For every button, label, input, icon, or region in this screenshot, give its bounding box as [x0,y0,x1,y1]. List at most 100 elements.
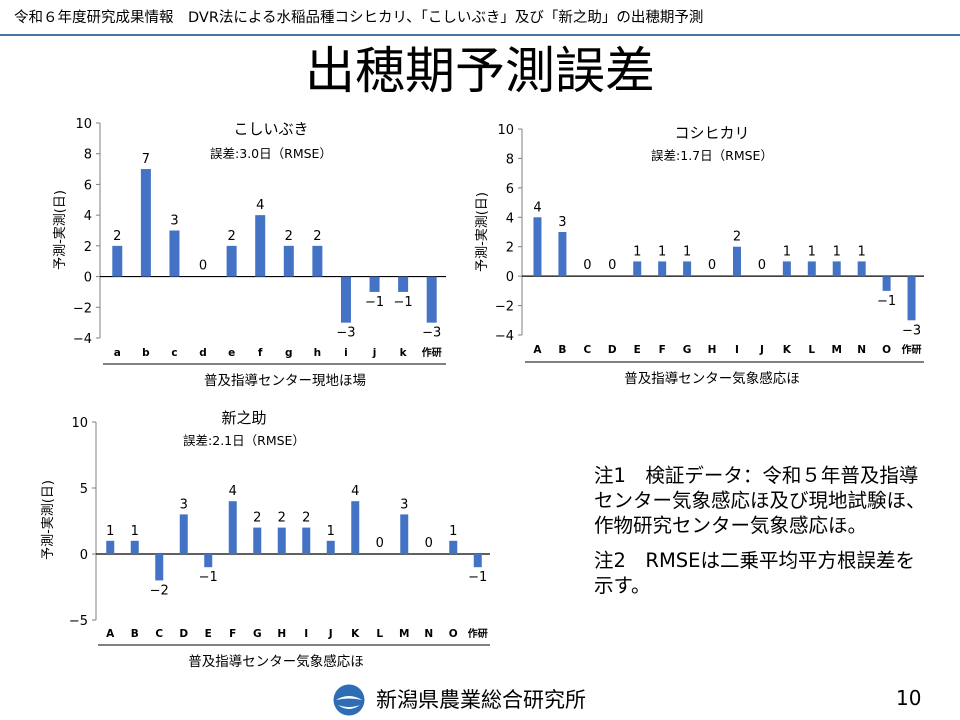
bar [782,261,791,277]
y-tick-label: 0 [506,270,514,285]
bar [351,501,360,554]
category-label: h [314,347,321,359]
category-label: 作研 [902,343,922,356]
category-label: L [808,344,815,356]
category-label: D [608,344,617,356]
data-label: 3 [558,215,566,230]
data-label: −3 [422,326,441,341]
y-tick-label: 10 [75,117,92,132]
data-label: −2 [150,583,169,598]
data-label: 0 [708,258,716,273]
category-label: O [449,628,458,640]
y-axis-label: 予測-実測(日) [474,192,490,272]
data-label: −1 [468,570,487,585]
page-title: 出穂期予測誤差 [305,42,655,100]
category-label: I [304,628,308,640]
data-label: −3 [336,326,355,341]
category-label: C [583,344,591,356]
data-label: 1 [327,524,335,539]
data-label: −1 [394,295,413,310]
category-label: K [351,628,360,640]
bar [857,261,866,277]
data-label: 3 [180,497,188,512]
category-label: K [783,344,792,356]
category-label: M [399,628,409,640]
y-tick-label: −4 [73,332,92,347]
category-label: B [558,344,566,356]
category-label: L [376,628,383,640]
y-tick-label: 2 [84,240,92,255]
data-label: 1 [131,524,139,539]
category-label: k [400,347,408,359]
y-tick-label: 8 [506,152,514,167]
bar [253,527,262,554]
category-label: H [277,628,286,640]
data-label: −1 [877,294,896,309]
category-label: M [831,344,841,356]
data-label: 4 [351,484,359,499]
data-label: 4 [533,200,541,215]
prefecture-emblem-icon [333,684,365,716]
data-label: −1 [199,570,218,585]
y-tick-label: 2 [506,241,514,256]
y-tick-label: −4 [495,329,514,344]
data-label: 2 [313,229,321,244]
category-label: A [533,344,542,356]
data-label: 4 [229,484,237,499]
data-label: 0 [199,259,207,274]
category-label: G [253,628,262,640]
note-1: 注1 検証データ：令和５年普及指導センター気象感応ほ及び現地試験ほ、作物研究セン… [594,464,926,537]
category-label: b [142,347,150,359]
data-label: 2 [733,230,741,245]
bar [140,169,151,277]
category-label: i [344,347,348,359]
category-label: g [285,347,293,359]
group-label: 普及指導センター気象感応ほ [624,370,800,387]
chart-title: コシヒカリ [674,124,749,142]
data-label: 0 [425,536,433,551]
category-label: A [106,628,115,640]
category-label: O [882,344,891,356]
category-label: N [424,628,433,640]
data-label: 1 [783,244,791,259]
bar [112,245,123,277]
category-label: I [735,344,739,356]
data-label: 2 [253,511,261,526]
bar [398,276,409,292]
bar [400,514,409,554]
bar [907,276,916,321]
chart-title: 新之助 [221,409,266,427]
bar [426,276,437,323]
data-label: 1 [808,244,816,259]
bar [807,261,816,277]
bar [155,554,164,581]
note-2: 注2 RMSEは二乗平均平方根誤差を示す。 [594,549,915,597]
data-label: 0 [376,536,384,551]
y-tick-label: −2 [73,301,92,316]
data-label: 1 [658,244,666,259]
category-label: F [229,628,236,640]
data-label: 0 [608,258,616,273]
data-label: 1 [858,244,866,259]
data-label: 1 [449,524,457,539]
category-label: 作研 [468,627,488,640]
category-label: C [155,628,163,640]
y-tick-label: 0 [84,271,92,286]
chart-subtitle: 誤差:1.7日（RMSE） [651,148,773,163]
bar [882,276,891,291]
category-label: 作研 [422,346,442,359]
y-axis-label: 予測-実測(日) [52,190,68,270]
category-label: J [328,628,333,640]
data-label: 2 [113,229,121,244]
chart-title: こしいぶき [233,120,308,138]
bar [312,245,323,277]
bar [326,540,335,554]
data-label: 1 [833,244,841,259]
y-tick-label: 4 [84,209,92,224]
category-label: D [179,628,188,640]
data-label: 7 [142,152,150,167]
bar [283,245,294,277]
y-tick-label: 10 [71,416,88,431]
